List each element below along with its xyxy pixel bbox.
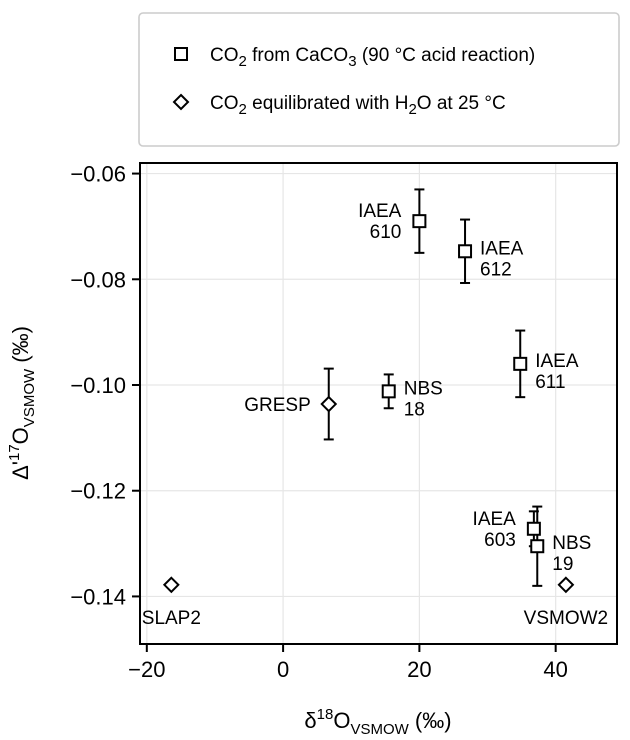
data-points <box>162 214 575 594</box>
y-tick-label: −0.10 <box>70 373 126 398</box>
point-label: IAEA 610 <box>358 201 402 243</box>
y-tick-label: −0.06 <box>70 162 126 187</box>
legend-entry: CO2 equilibrated with H2O at 25 °C <box>210 93 506 118</box>
legend-marker <box>172 93 190 111</box>
data-point <box>162 576 180 594</box>
data-point <box>320 395 338 413</box>
legend-entry: CO2 from CaCO3 (90 °C acid reaction) <box>210 45 535 70</box>
x-axis-label: δ18OVSMOW (‰) <box>304 706 451 738</box>
point-label: IAEA 603 <box>473 509 517 551</box>
grid <box>140 163 617 644</box>
data-point <box>526 521 541 536</box>
y-tick-label: −0.14 <box>70 584 126 609</box>
point-label: NBS 18 <box>404 378 443 420</box>
x-tick-label: 20 <box>407 657 431 682</box>
legend-box <box>138 12 620 147</box>
data-point <box>513 356 528 371</box>
point-label: VSMOW2 <box>524 608 608 629</box>
x-tick-label: −20 <box>128 657 165 682</box>
legend: CO2 from CaCO3 (90 °C acid reaction) CO2 … <box>172 45 535 118</box>
plot-frame <box>139 162 618 645</box>
y-axis-label: Δ'17OVSMOW (‰) <box>6 326 38 480</box>
y-axis: −0.06 −0.08 −0.10 −0.12 −0.14 <box>70 162 140 609</box>
legend-marker <box>174 47 188 61</box>
data-point <box>530 539 545 554</box>
data-point <box>412 214 427 229</box>
x-tick-label: 40 <box>543 657 567 682</box>
x-tick-label: 0 <box>277 657 289 682</box>
y-tick-label: −0.08 <box>70 267 126 292</box>
y-tick-label: −0.12 <box>70 479 126 504</box>
point-labels: IAEA 610 IAEA 612 IAEA 611 NBS 18 IAEA 603 NBS 19 GR… <box>142 201 608 629</box>
data-point <box>458 244 473 259</box>
point-label: IAEA 611 <box>535 351 579 393</box>
point-label: GRESP <box>244 395 311 416</box>
point-label: IAEA 612 <box>480 238 524 280</box>
data-point <box>381 384 396 399</box>
data-point <box>557 576 575 594</box>
x-axis: −20 0 20 40 <box>128 644 568 682</box>
point-label: SLAP2 <box>142 608 201 629</box>
point-label: NBS 19 <box>552 533 591 575</box>
